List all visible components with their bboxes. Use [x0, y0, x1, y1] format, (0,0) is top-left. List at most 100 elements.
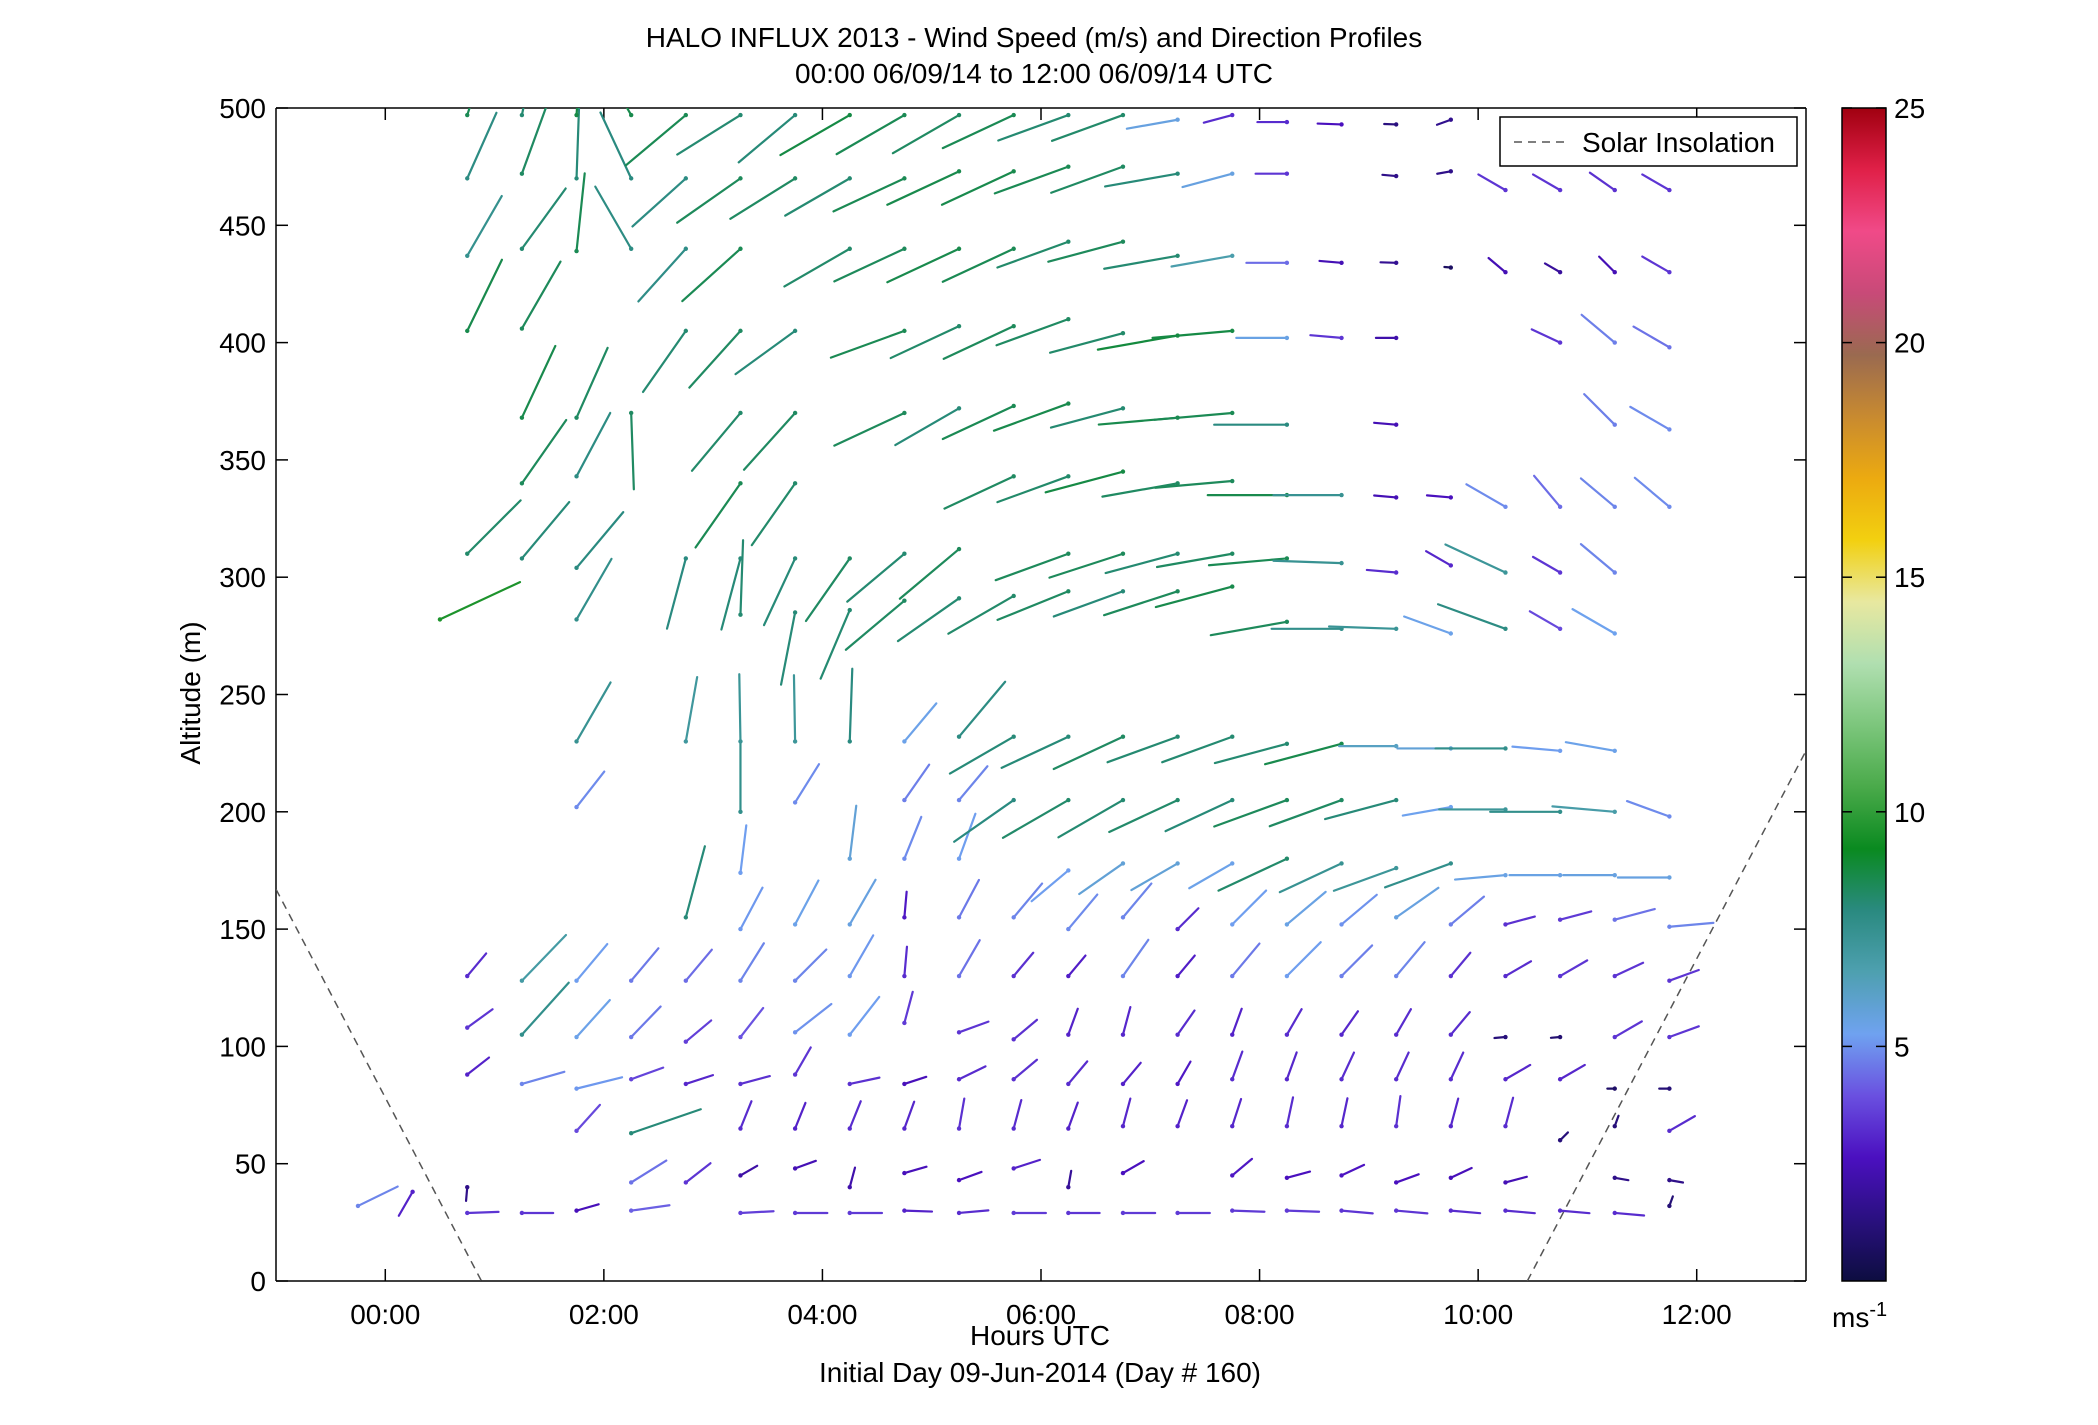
wind-barb-head — [1448, 1123, 1454, 1129]
wind-barb — [1106, 735, 1179, 764]
wind-barb — [1453, 874, 1507, 881]
wind-barb — [848, 804, 858, 860]
wind-barb-head — [1667, 875, 1672, 880]
wind-barb-head — [902, 973, 907, 979]
wind-barb — [575, 557, 613, 621]
colorbar-tick-label: 15 — [1894, 562, 1925, 593]
wind-barb — [684, 948, 713, 982]
wind-barb-head — [1120, 164, 1126, 169]
wind-barb-head — [902, 797, 907, 803]
wind-barb-head — [1284, 171, 1290, 176]
wind-barb-head — [1011, 1077, 1016, 1082]
wind-barb — [1668, 968, 1700, 982]
wind-barb-head — [1011, 323, 1016, 329]
wind-barb-head — [902, 915, 907, 920]
wind-barb-head — [738, 410, 743, 416]
wind-barb-head — [1557, 504, 1563, 510]
wind-barb — [1103, 254, 1179, 270]
wind-barb-head — [1612, 504, 1617, 510]
wind-barb-head — [1339, 1077, 1344, 1082]
wind-barb — [1285, 1008, 1303, 1036]
wind-barb — [520, 981, 570, 1036]
wind-barb — [1395, 1051, 1410, 1081]
wind-barb-head — [1448, 1077, 1454, 1082]
wind-barb — [957, 1209, 990, 1215]
wind-barb-head — [519, 171, 525, 176]
wind-barb-head — [628, 246, 634, 251]
wind-barb-head — [1120, 406, 1126, 411]
wind-barb — [1285, 1051, 1298, 1081]
wind-barb — [784, 177, 851, 217]
wind-barb — [575, 172, 586, 253]
wind-barb-head — [847, 1184, 852, 1190]
chart-subtitle: 00:00 06/09/14 to 12:00 06/09/14 UTC — [795, 58, 1273, 89]
wind-barb — [1504, 1209, 1536, 1215]
y-tick-label: 350 — [219, 445, 266, 476]
wind-barb — [1373, 421, 1398, 426]
wind-barb — [833, 247, 906, 283]
wind-barb-head — [1448, 563, 1454, 568]
wind-barb-head — [847, 1081, 852, 1087]
wind-barb — [520, 344, 557, 419]
wind-barb-head — [574, 739, 579, 744]
wind-barb — [575, 1203, 600, 1212]
wind-barb — [1001, 798, 1070, 839]
wind-barb — [1285, 941, 1322, 978]
wind-barb — [1104, 552, 1179, 575]
wind-barb — [1078, 862, 1125, 896]
wind-barb-head — [1120, 331, 1126, 336]
x-tick-label: 04:00 — [787, 1299, 857, 1330]
wind-barb-head — [1339, 492, 1344, 498]
wind-barb — [886, 247, 961, 284]
wind-barb — [1213, 742, 1288, 765]
wind-barb-head — [902, 112, 907, 118]
wind-barb — [1153, 411, 1234, 421]
wind-barb-head — [1284, 856, 1290, 861]
wind-barb-head — [1503, 872, 1508, 878]
wind-barb — [947, 594, 1015, 635]
wind-barb — [779, 113, 851, 157]
wind-barb — [464, 1186, 469, 1203]
wind-barb — [630, 1066, 665, 1081]
wind-barb-head — [465, 551, 470, 556]
wind-barb-head — [738, 556, 743, 561]
wind-barb — [995, 318, 1070, 347]
wind-barb — [1176, 1009, 1196, 1036]
wind-barb-head — [1066, 474, 1071, 479]
wind-barb — [1531, 173, 1562, 192]
wind-barb-head — [847, 1032, 852, 1037]
wind-barb — [1395, 1173, 1420, 1184]
wind-barb-head — [1393, 1123, 1399, 1129]
wind-barb-head — [792, 1072, 798, 1077]
wind-barb-head — [1393, 570, 1399, 575]
wind-barb — [779, 611, 797, 686]
y-tick-label: 100 — [219, 1031, 266, 1062]
wind-barb — [783, 247, 851, 288]
wind-barb — [993, 165, 1070, 195]
wind-barb — [903, 1075, 928, 1086]
wind-barb-head — [519, 1032, 525, 1037]
wind-barb-head — [902, 1081, 907, 1087]
wind-barb-head — [1066, 316, 1071, 322]
wind-barb — [794, 763, 821, 804]
wind-barb-head — [1503, 746, 1508, 751]
wind-barb-head — [465, 328, 470, 334]
wind-barb — [1151, 329, 1234, 339]
wind-barb-head — [1066, 589, 1071, 594]
wind-barb — [1176, 954, 1196, 978]
wind-barb-head — [1230, 171, 1235, 176]
wind-barb-head — [465, 112, 470, 118]
wind-barb-head — [1120, 1210, 1126, 1216]
wind-barb — [575, 346, 609, 419]
wind-barb — [1213, 798, 1288, 828]
wind-barb — [684, 845, 706, 919]
wind-barb-head — [1503, 1208, 1508, 1213]
wind-barb-head — [1284, 422, 1290, 427]
wind-barb — [1598, 255, 1616, 274]
wind-barb-head — [519, 1210, 525, 1216]
wind-barb — [997, 113, 1070, 142]
wind-barb-head — [1503, 1034, 1508, 1040]
wind-barb-head — [1339, 1032, 1344, 1037]
wind-barb — [575, 681, 612, 743]
wind-barb — [1477, 173, 1507, 192]
